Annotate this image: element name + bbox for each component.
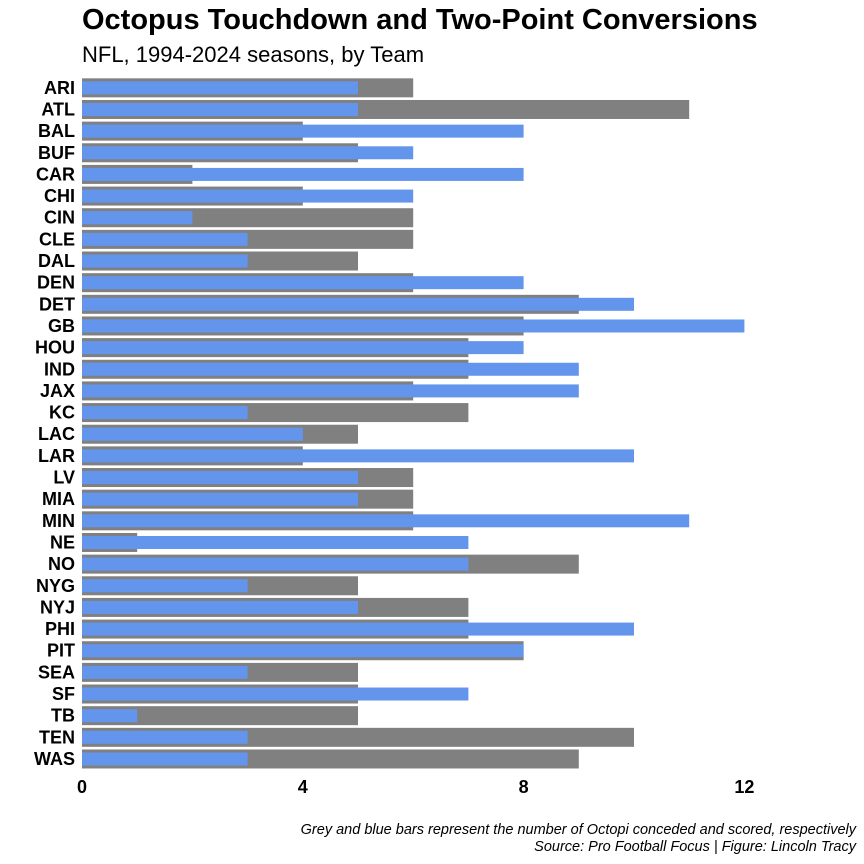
x-tick-label: 4 xyxy=(298,777,308,797)
scored-bar xyxy=(82,471,358,485)
chart-caption: Grey and blue bars represent the number … xyxy=(301,822,856,856)
caption-source: Source: Pro Football Focus | Figure: Lin… xyxy=(534,839,856,855)
team-label: TB xyxy=(51,706,75,726)
team-label: SF xyxy=(52,684,75,704)
caption-note: Grey and blue bars represent the number … xyxy=(300,822,856,838)
team-label: ATL xyxy=(41,99,75,119)
scored-bar xyxy=(82,124,524,138)
scored-bar xyxy=(82,622,634,636)
x-tick-label: 0 xyxy=(77,777,87,797)
team-label: NYJ xyxy=(40,597,75,617)
scored-bar xyxy=(82,81,358,95)
scored-bar xyxy=(82,102,358,116)
scored-bar xyxy=(82,535,469,549)
scored-bar xyxy=(82,665,248,679)
scored-bar xyxy=(82,730,248,744)
team-label: SEA xyxy=(38,662,75,682)
team-label: NYG xyxy=(36,576,75,596)
chart-title: Octopus Touchdown and Two-Point Conversi… xyxy=(82,4,758,36)
team-label: LAC xyxy=(38,424,75,444)
team-label: BUF xyxy=(38,143,75,163)
team-label: JAX xyxy=(40,381,75,401)
team-label: DEN xyxy=(37,273,75,293)
team-label: CLE xyxy=(39,229,75,249)
scored-bar xyxy=(82,362,579,376)
team-label: LAR xyxy=(38,446,75,466)
scored-bar xyxy=(82,644,524,658)
scored-bar xyxy=(82,427,303,441)
team-label: HOU xyxy=(35,338,75,358)
scored-bar xyxy=(82,709,138,723)
scored-bar xyxy=(82,276,524,290)
team-label: BAL xyxy=(38,121,75,141)
team-label: CIN xyxy=(44,208,75,228)
team-label: MIN xyxy=(42,511,75,531)
team-label: IND xyxy=(44,359,75,379)
scored-bar xyxy=(82,687,469,701)
conceded-bar xyxy=(82,706,358,726)
team-label: LV xyxy=(53,468,75,488)
scored-bar xyxy=(82,514,690,528)
scored-bar xyxy=(82,189,414,203)
x-tick-label: 8 xyxy=(519,777,529,797)
scored-bar xyxy=(82,211,193,225)
team-label: DET xyxy=(39,294,75,314)
scored-bar xyxy=(82,752,248,766)
team-label: PHI xyxy=(45,619,75,639)
team-label: MIA xyxy=(42,489,75,509)
scored-bar xyxy=(82,232,248,246)
team-label: WAS xyxy=(34,749,75,769)
scored-bar xyxy=(82,579,248,593)
team-label: ARI xyxy=(44,78,75,98)
scored-bar xyxy=(82,319,745,333)
scored-bar xyxy=(82,449,634,463)
team-label: NE xyxy=(50,532,75,552)
team-label: GB xyxy=(48,316,75,336)
x-tick-label: 12 xyxy=(734,777,754,797)
scored-bar xyxy=(82,254,248,268)
scored-bar xyxy=(82,492,358,506)
scored-bar xyxy=(82,406,248,420)
team-label: KC xyxy=(49,403,75,423)
team-label: DAL xyxy=(38,251,75,271)
chart-subtitle: NFL, 1994-2024 seasons, by Team xyxy=(82,42,425,67)
scored-bar xyxy=(82,384,579,398)
scored-bar xyxy=(82,557,469,571)
team-label: CAR xyxy=(36,164,75,184)
scored-bar xyxy=(82,600,358,614)
team-label: PIT xyxy=(47,641,75,661)
team-label: CHI xyxy=(44,186,75,206)
team-label: NO xyxy=(48,554,75,574)
scored-bar xyxy=(82,167,524,181)
scored-bar xyxy=(82,297,634,311)
scored-bar xyxy=(82,146,414,160)
team-label: TEN xyxy=(39,727,75,747)
scored-bar xyxy=(82,341,524,355)
